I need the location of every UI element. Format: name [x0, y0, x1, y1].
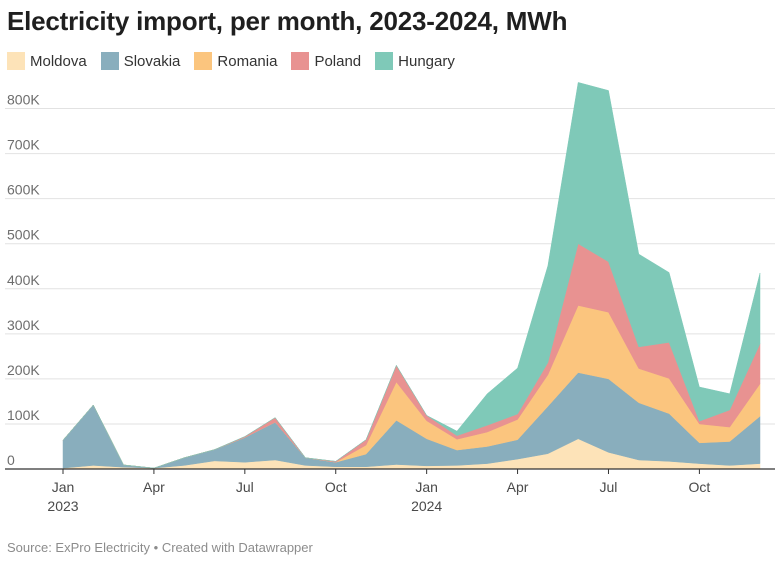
y-tick-label-700k: 700K — [7, 137, 40, 153]
legend-swatch-slovakia — [100, 52, 119, 70]
area-hungary — [62, 82, 761, 469]
legend-swatch-hungary — [375, 52, 394, 70]
stacked-area-chart: 0 100K 200K 300K 400K 500K 600K 700K 800K Jan 2023… — [5, 82, 775, 514]
y-tick-label-200k: 200K — [7, 362, 40, 378]
legend-swatch-poland — [291, 52, 310, 70]
legend-item-moldova: Moldova — [7, 52, 87, 70]
legend-label-romania: Romania — [217, 52, 278, 70]
chart-title: Electricity import, per month, 2023-2024… — [7, 6, 568, 36]
chart-legend: Moldova Slovakia Romania Poland Hungary — [7, 52, 469, 70]
x-year-label-2023: 2023 — [47, 498, 78, 514]
y-tick-label-400k: 400K — [7, 272, 40, 288]
legend-item-poland: Poland — [291, 52, 361, 70]
legend-item-hungary: Hungary — [375, 52, 455, 70]
y-tick-label-500k: 500K — [7, 227, 40, 243]
x-year-label-2024: 2024 — [411, 498, 442, 514]
axes: 0 100K 200K 300K 400K 500K 600K 700K 800K Jan 2023… — [5, 92, 775, 514]
legend-label-moldova: Moldova — [30, 52, 87, 70]
legend-item-slovakia: Slovakia — [100, 52, 181, 70]
x-tick-label-oct-21: Oct — [689, 479, 711, 495]
x-tick-label-jan-12: Jan — [415, 479, 438, 495]
x-tick-label-jul-6: Jul — [236, 479, 254, 495]
legend-swatch-romania — [194, 52, 213, 70]
y-tick-label-800k: 800K — [7, 92, 40, 108]
gridlines — [5, 108, 775, 425]
y-tick-label-0: 0 — [7, 452, 15, 468]
legend-label-slovakia: Slovakia — [123, 52, 181, 70]
legend-label-poland: Poland — [314, 52, 362, 70]
y-tick-label-600k: 600K — [7, 182, 40, 198]
x-tick-label-apr-3: Apr — [143, 479, 165, 495]
x-tick-label-oct-9: Oct — [325, 479, 347, 495]
legend-swatch-moldova — [7, 52, 25, 70]
x-tick-label-apr-15: Apr — [507, 479, 529, 495]
source-note: Source: ExPro Electricity • Created with… — [7, 540, 313, 555]
legend-item-romania: Romania — [194, 52, 277, 70]
area-series — [62, 82, 761, 470]
x-tick-label-jul-18: Jul — [600, 479, 618, 495]
legend-label-hungary: Hungary — [398, 52, 455, 70]
y-tick-label-100k: 100K — [7, 407, 40, 423]
x-tick-label-jan-0: Jan — [52, 479, 75, 495]
y-tick-label-300k: 300K — [7, 317, 40, 333]
